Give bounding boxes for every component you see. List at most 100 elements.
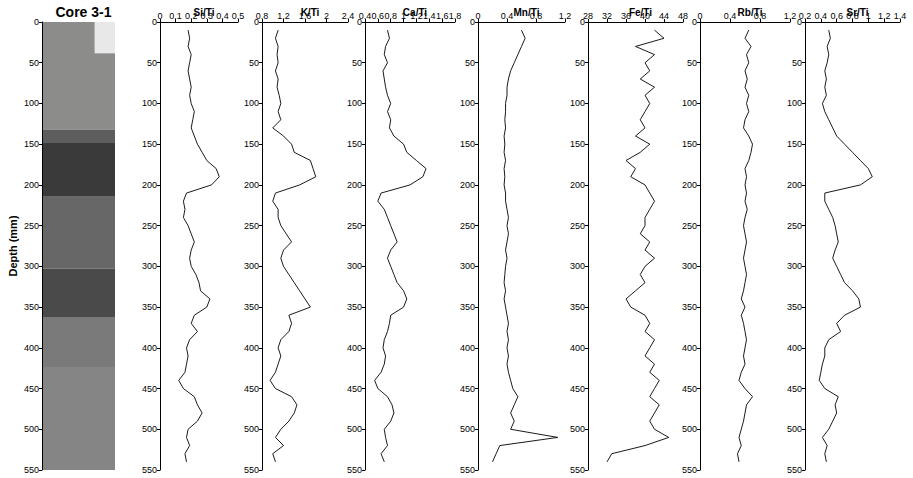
svg-text:450: 450 [460,384,475,394]
svg-text:250: 250 [244,221,259,231]
svg-text:150: 150 [142,139,157,149]
svg-text:350: 350 [682,302,697,312]
svg-text:48: 48 [678,11,688,21]
svg-text:250: 250 [570,221,585,231]
svg-text:28: 28 [583,11,593,21]
svg-text:300: 300 [787,261,802,271]
svg-text:1.2: 1.2 [784,11,797,21]
svg-text:350: 350 [570,302,585,312]
svg-text:350: 350 [787,302,802,312]
svg-text:50: 50 [249,58,259,68]
svg-text:450: 450 [244,384,259,394]
svg-text:Mn/Ti: Mn/Ti [514,7,540,18]
svg-text:1.8: 1.8 [449,11,462,21]
svg-text:400: 400 [787,343,802,353]
svg-text:2: 2 [324,11,329,21]
svg-text:550: 550 [787,465,802,475]
svg-text:0.8: 0.8 [384,11,397,21]
svg-text:200: 200 [682,180,697,190]
svg-text:0: 0 [692,17,697,27]
svg-text:150: 150 [787,139,802,149]
svg-text:250: 250 [682,221,697,231]
svg-text:550: 550 [570,465,585,475]
svg-text:0.4: 0.4 [359,11,372,21]
svg-text:0.8: 0.8 [256,11,269,21]
svg-text:0: 0 [34,17,39,27]
svg-text:300: 300 [244,261,259,271]
svg-text:0: 0 [152,17,157,27]
svg-text:Fe/Ti: Fe/Ti [629,7,652,18]
svg-text:400: 400 [570,343,585,353]
svg-text:Ca/Ti: Ca/Ti [403,7,427,18]
svg-text:350: 350 [24,302,39,312]
svg-text:550: 550 [142,465,157,475]
svg-text:150: 150 [460,139,475,149]
svg-text:450: 450 [142,384,157,394]
svg-text:150: 150 [347,139,362,149]
svg-text:Depth (mm): Depth (mm) [7,215,19,276]
svg-text:200: 200 [347,180,362,190]
svg-text:0: 0 [470,17,475,27]
svg-text:50: 50 [575,58,585,68]
svg-text:250: 250 [347,221,362,231]
svg-text:300: 300 [142,261,157,271]
svg-text:400: 400 [142,343,157,353]
svg-text:100: 100 [460,98,475,108]
svg-text:1.2: 1.2 [559,11,572,21]
svg-text:550: 550 [244,465,259,475]
svg-text:400: 400 [682,343,697,353]
svg-text:400: 400 [244,343,259,353]
svg-text:100: 100 [787,98,802,108]
svg-text:200: 200 [244,180,259,190]
svg-text:1.4: 1.4 [894,11,907,21]
svg-text:150: 150 [24,139,39,149]
svg-text:350: 350 [460,302,475,312]
svg-text:200: 200 [142,180,157,190]
svg-text:500: 500 [787,424,802,434]
svg-text:2.4: 2.4 [342,11,355,21]
svg-text:200: 200 [24,180,39,190]
svg-text:450: 450 [24,384,39,394]
svg-text:100: 100 [24,98,39,108]
svg-text:0: 0 [697,11,702,21]
svg-text:400: 400 [347,343,362,353]
svg-text:Rb/Ti: Rb/Ti [738,7,763,18]
svg-text:300: 300 [347,261,362,271]
svg-text:450: 450 [787,384,802,394]
svg-text:0.2: 0.2 [799,11,812,21]
svg-text:550: 550 [460,465,475,475]
svg-text:0.4: 0.4 [724,11,737,21]
svg-text:250: 250 [787,221,802,231]
svg-text:Core 3-1: Core 3-1 [55,4,111,20]
svg-text:200: 200 [460,180,475,190]
svg-text:500: 500 [460,424,475,434]
svg-text:250: 250 [142,221,157,231]
svg-text:50: 50 [687,58,697,68]
svg-text:350: 350 [347,302,362,312]
svg-text:150: 150 [682,139,697,149]
svg-text:500: 500 [24,424,39,434]
svg-text:350: 350 [142,302,157,312]
svg-text:300: 300 [682,261,697,271]
svg-text:500: 500 [570,424,585,434]
svg-text:450: 450 [347,384,362,394]
svg-text:300: 300 [24,261,39,271]
svg-text:50: 50 [147,58,157,68]
svg-text:150: 150 [570,139,585,149]
svg-text:50: 50 [792,58,802,68]
svg-text:500: 500 [244,424,259,434]
svg-text:100: 100 [347,98,362,108]
svg-text:300: 300 [570,261,585,271]
svg-text:400: 400 [24,343,39,353]
svg-text:Si/Ti: Si/Ti [194,7,215,18]
svg-text:0.6: 0.6 [830,11,843,21]
svg-text:250: 250 [24,221,39,231]
svg-text:0.4: 0.4 [216,11,229,21]
svg-text:50: 50 [465,58,475,68]
svg-text:100: 100 [570,98,585,108]
svg-text:0.5: 0.5 [232,11,245,21]
svg-text:1.2: 1.2 [277,11,290,21]
svg-text:32: 32 [602,11,612,21]
svg-text:200: 200 [570,180,585,190]
svg-text:0.6: 0.6 [372,11,385,21]
